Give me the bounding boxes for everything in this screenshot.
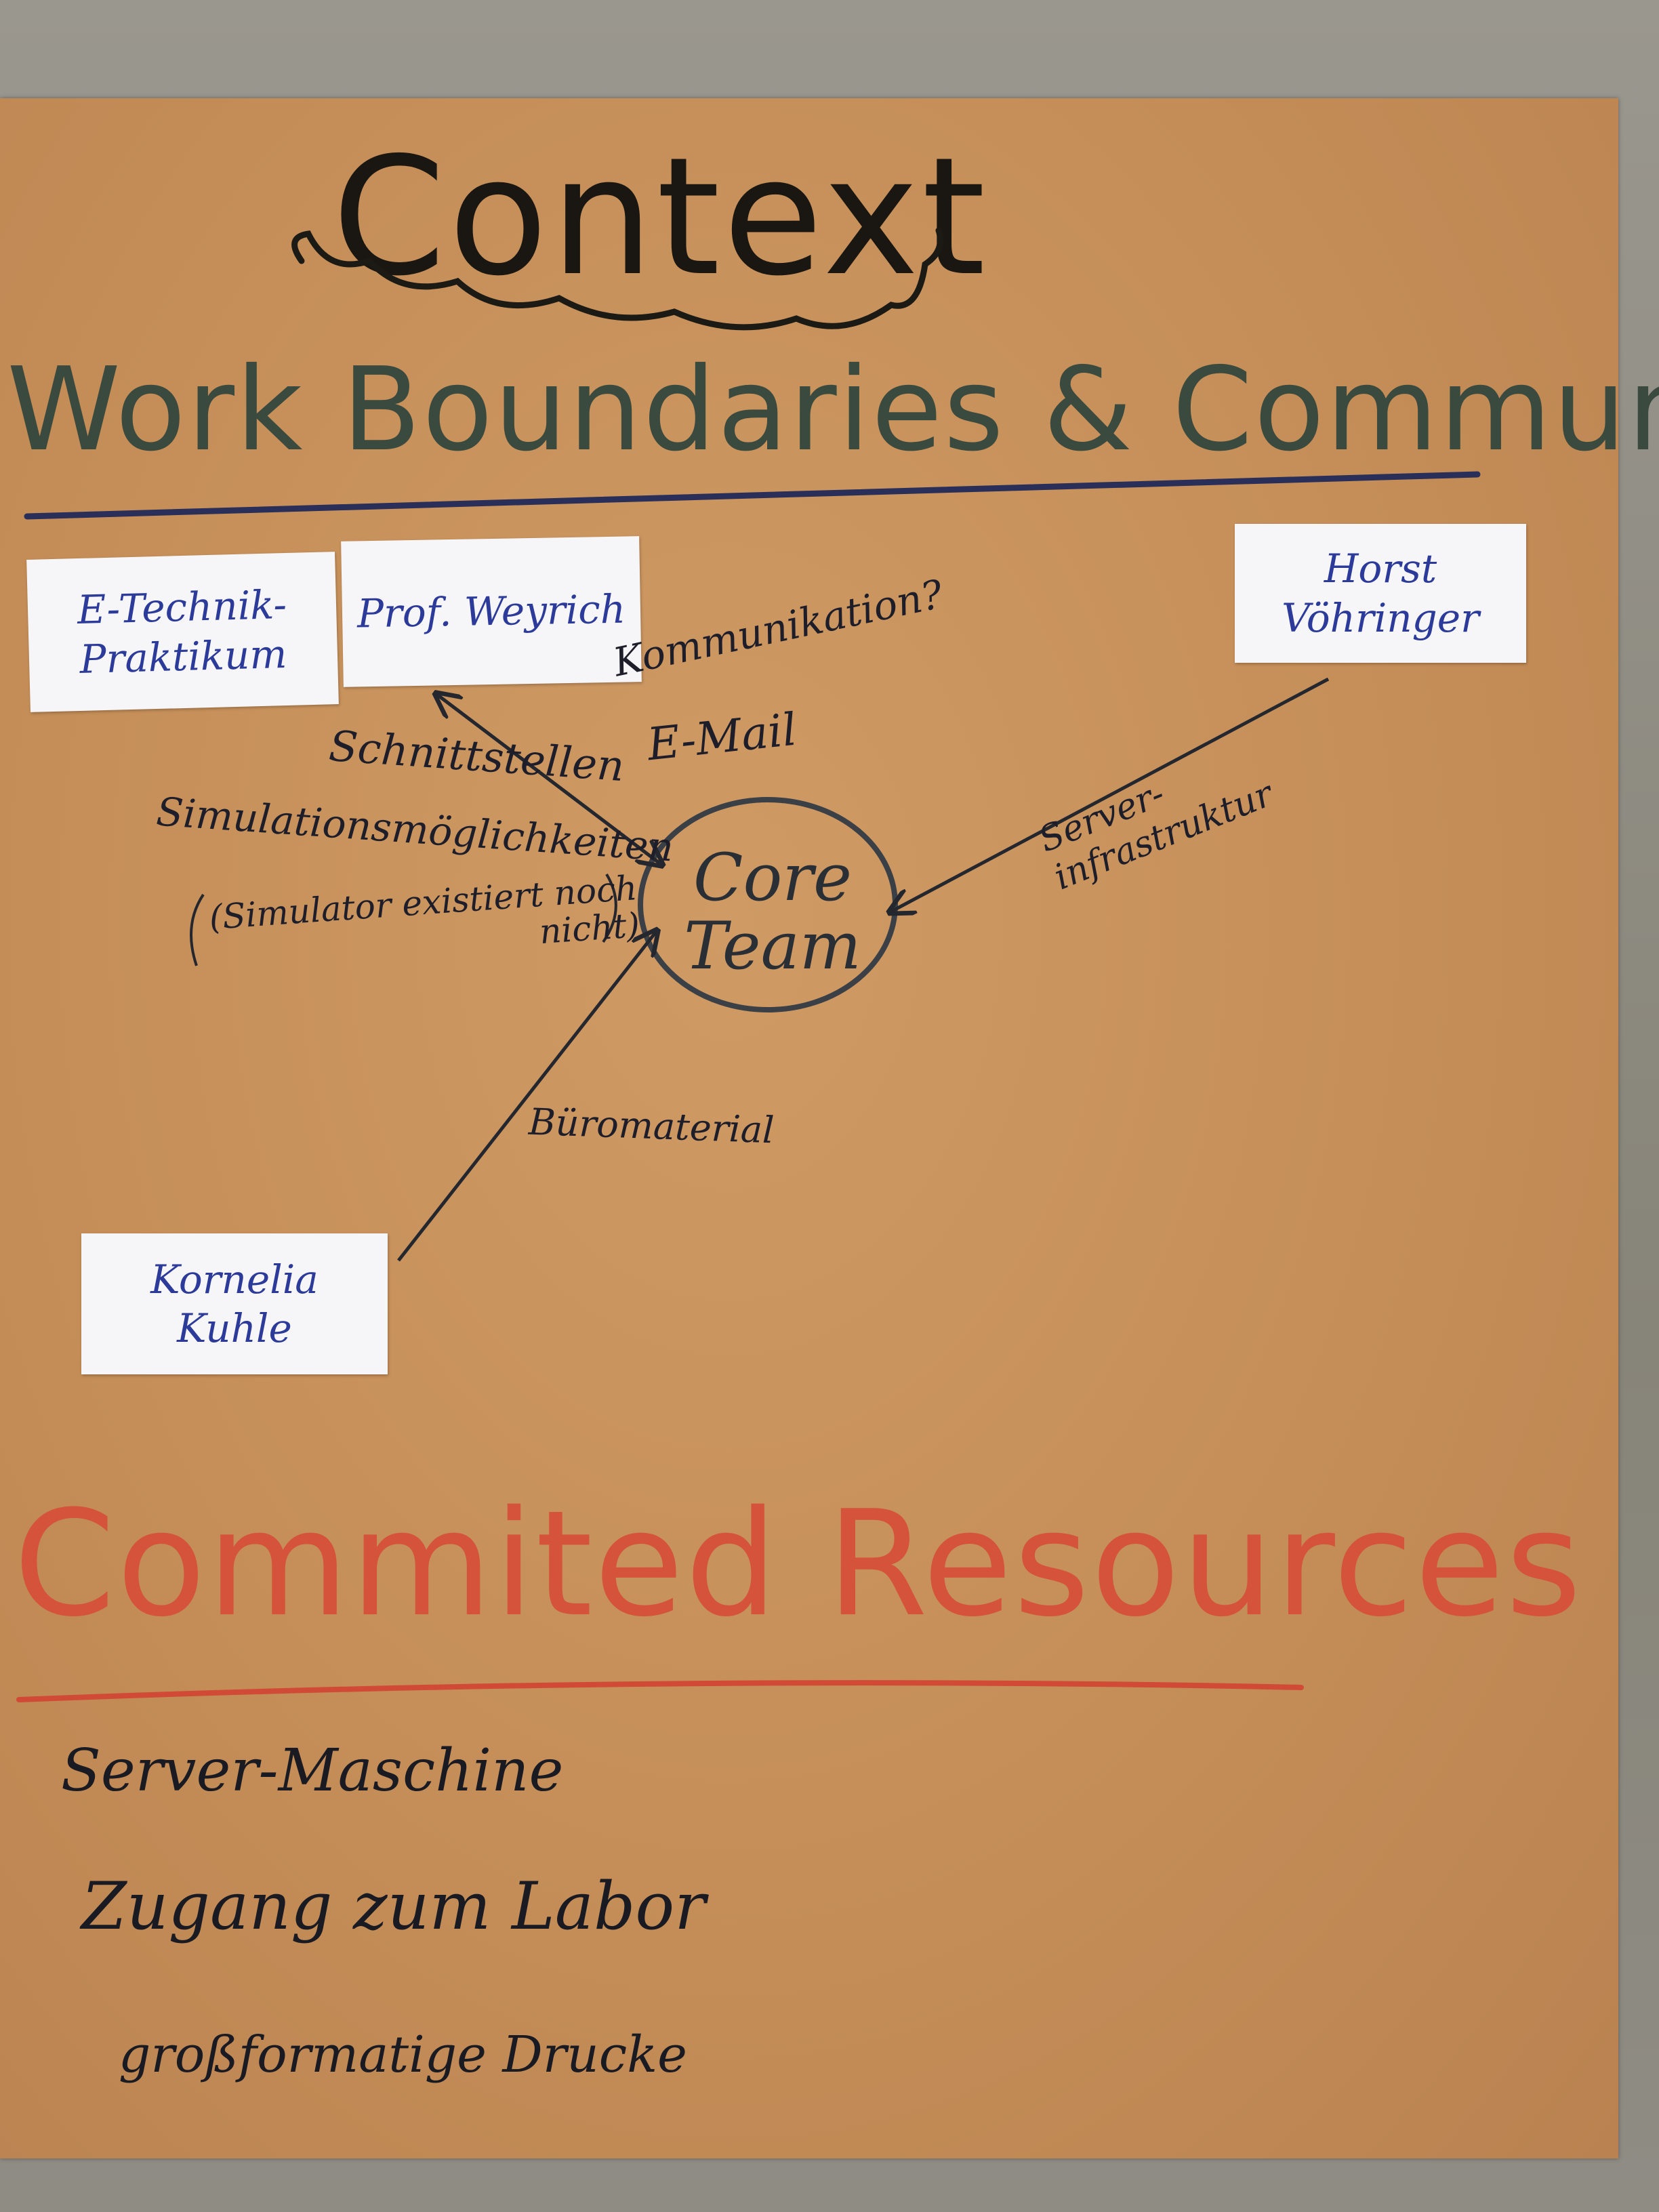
title-cloud-underline xyxy=(291,227,943,331)
core-team-label: Core Team xyxy=(684,840,861,984)
card-kornelia-kuhle: Kornelia Kuhle xyxy=(81,1233,388,1374)
section-heading-work-boundaries: Work Boundaries & Community xyxy=(7,343,1659,477)
card-horst-vohringer: Horst Vöhringer xyxy=(1235,524,1526,663)
arrow-vohringer xyxy=(891,677,1330,912)
paren-right xyxy=(602,873,617,943)
resource-item: großformatige Drucke xyxy=(119,2026,687,2084)
resource-item: Server-Maschine xyxy=(61,1737,564,1805)
section-heading-commited-resources: Commited Resources xyxy=(14,1479,1583,1649)
heading-underline-red xyxy=(16,1680,1304,1702)
arrow-weyrich-back xyxy=(437,695,662,865)
card-label: Horst Vöhringer xyxy=(1282,546,1479,641)
heading-underline-blue xyxy=(24,471,1481,520)
resource-item: Zugang zum Labor xyxy=(81,1868,706,1944)
paren-left xyxy=(190,893,205,966)
arrow-kuhle xyxy=(397,932,656,1262)
annotation-buromaterial: Büromaterial xyxy=(528,1100,775,1152)
poster-title: Context xyxy=(332,122,989,312)
card-label: Kornelia Kuhle xyxy=(150,1256,319,1352)
poster-paper xyxy=(0,98,1618,2158)
